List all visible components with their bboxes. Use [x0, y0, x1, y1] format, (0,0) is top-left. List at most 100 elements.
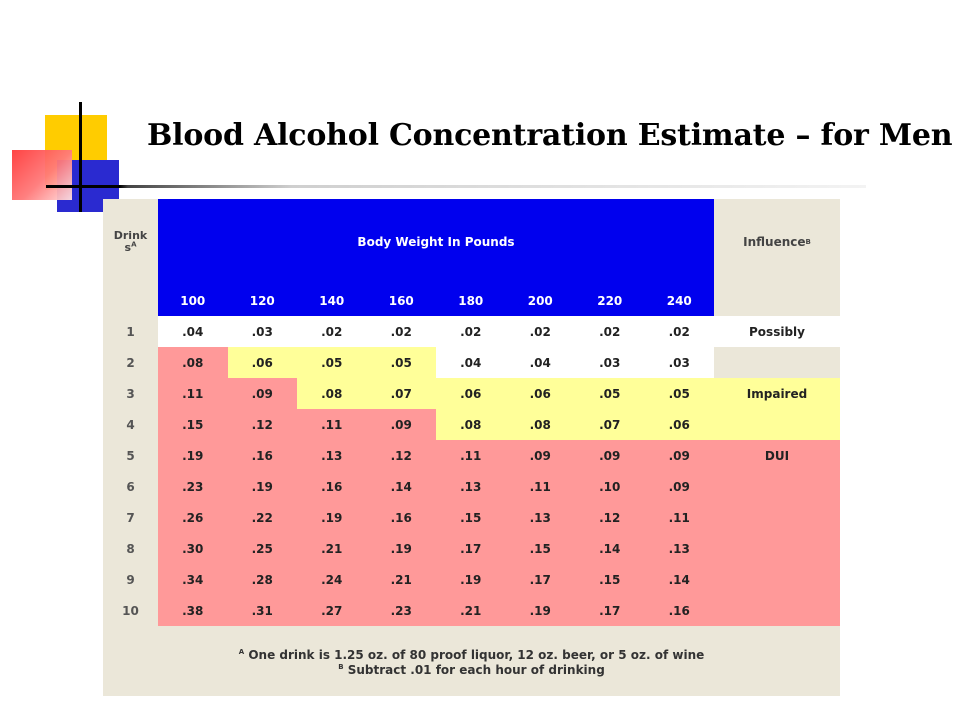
bac-value: .23 — [158, 471, 228, 502]
decor-vertical-line — [79, 102, 82, 212]
bac-value: .08 — [436, 409, 506, 440]
decor-red-square — [12, 150, 72, 200]
bac-value: .07 — [366, 378, 436, 409]
bac-value: .09 — [575, 440, 645, 471]
bac-value: .15 — [575, 564, 645, 595]
bac-value: .16 — [227, 440, 297, 471]
bac-value: .11 — [436, 440, 506, 471]
bac-value: .04 — [505, 347, 575, 378]
bac-value: .21 — [366, 564, 436, 595]
influence-cell — [714, 533, 840, 564]
drinks-count: 4 — [126, 417, 135, 432]
influence-cell: Possibly — [714, 316, 840, 347]
influence-cell — [714, 564, 840, 595]
drinks-count: 8 — [126, 541, 135, 556]
drinks-count: 7 — [126, 510, 135, 525]
bac-value: .15 — [436, 502, 506, 533]
bac-value: .05 — [644, 378, 714, 409]
bac-value: .06 — [227, 347, 297, 378]
bac-value: .05 — [297, 347, 367, 378]
influence-cell: DUI — [714, 440, 840, 471]
bac-value: .10 — [575, 471, 645, 502]
bac-value: .15 — [158, 409, 228, 440]
bac-value: .03 — [227, 316, 297, 347]
weight-240: 240 — [666, 293, 692, 308]
bac-value: .02 — [505, 316, 575, 347]
bac-value: .23 — [366, 595, 436, 626]
footnote-a: A One drink is 1.25 oz. of 80 proof liqu… — [238, 648, 705, 662]
bac-value: .16 — [366, 502, 436, 533]
bac-value: .19 — [505, 595, 575, 626]
drinks-count: 9 — [126, 572, 135, 587]
bac-value: .13 — [505, 502, 575, 533]
weight-140: 140 — [319, 293, 345, 308]
bac-value: .11 — [158, 378, 228, 409]
bac-value: .19 — [297, 502, 367, 533]
drinks-count: 5 — [126, 448, 135, 463]
bac-value: .14 — [644, 564, 714, 595]
bac-value: .19 — [227, 471, 297, 502]
bac-value: .17 — [436, 533, 506, 564]
bac-value: .17 — [505, 564, 575, 595]
bac-value: .02 — [366, 316, 436, 347]
influence-header: Influence B — [743, 235, 811, 249]
drinks-count: 10 — [122, 603, 139, 618]
bac-value: .03 — [575, 347, 645, 378]
bac-value: .04 — [436, 347, 506, 378]
bac-value: .06 — [644, 409, 714, 440]
weight-120: 120 — [249, 293, 275, 308]
bac-value: .13 — [436, 471, 506, 502]
influence-cell: Impaired — [714, 378, 840, 409]
bac-value: .12 — [227, 409, 297, 440]
footnote-b: B Subtract .01 for each hour of drinking — [338, 663, 605, 677]
bac-value: .13 — [297, 440, 367, 471]
drinks-count: 6 — [126, 479, 135, 494]
weight-header-bg — [158, 199, 714, 316]
bac-value: .31 — [227, 595, 297, 626]
influence-cell — [714, 409, 840, 440]
bac-value: .02 — [297, 316, 367, 347]
bac-value: .03 — [644, 347, 714, 378]
bac-value: .09 — [366, 409, 436, 440]
weight-220: 220 — [597, 293, 623, 308]
weight-160: 160 — [388, 293, 414, 308]
bac-value: .02 — [644, 316, 714, 347]
influence-cell — [714, 471, 840, 502]
bac-value: .19 — [436, 564, 506, 595]
title-underline — [46, 185, 866, 188]
influence-cell — [714, 347, 840, 378]
bac-value: .16 — [297, 471, 367, 502]
bac-value: .26 — [158, 502, 228, 533]
bac-value: .09 — [227, 378, 297, 409]
bac-value: .21 — [436, 595, 506, 626]
bac-value: .09 — [644, 471, 714, 502]
bac-value: .14 — [366, 471, 436, 502]
bac-value: .07 — [575, 409, 645, 440]
weight-180: 180 — [458, 293, 484, 308]
bac-value: .13 — [644, 533, 714, 564]
bac-value: .22 — [227, 502, 297, 533]
bac-value: .11 — [505, 471, 575, 502]
weight-header: Body Weight In Pounds — [357, 235, 515, 249]
table-footnotes: A One drink is 1.25 oz. of 80 proof liqu… — [103, 648, 840, 678]
bac-value: .12 — [366, 440, 436, 471]
bac-value: .28 — [227, 564, 297, 595]
drinks-count: 3 — [126, 386, 135, 401]
weight-200: 200 — [527, 293, 553, 308]
bac-value: .05 — [366, 347, 436, 378]
bac-value: .30 — [158, 533, 228, 564]
influence-cell — [714, 502, 840, 533]
influence-cell — [714, 595, 840, 626]
bac-value: .09 — [644, 440, 714, 471]
bac-value: .15 — [505, 533, 575, 564]
bac-value: .27 — [297, 595, 367, 626]
bac-value: .09 — [505, 440, 575, 471]
bac-value: .21 — [297, 533, 367, 564]
drinks-header: Drink sA — [113, 229, 148, 254]
slide-title: Blood Alcohol Concentration Estimate – f… — [147, 118, 953, 153]
bac-value: .16 — [644, 595, 714, 626]
bac-value: .11 — [297, 409, 367, 440]
bac-value: .11 — [644, 502, 714, 533]
bac-value: .02 — [436, 316, 506, 347]
bac-value: .08 — [505, 409, 575, 440]
